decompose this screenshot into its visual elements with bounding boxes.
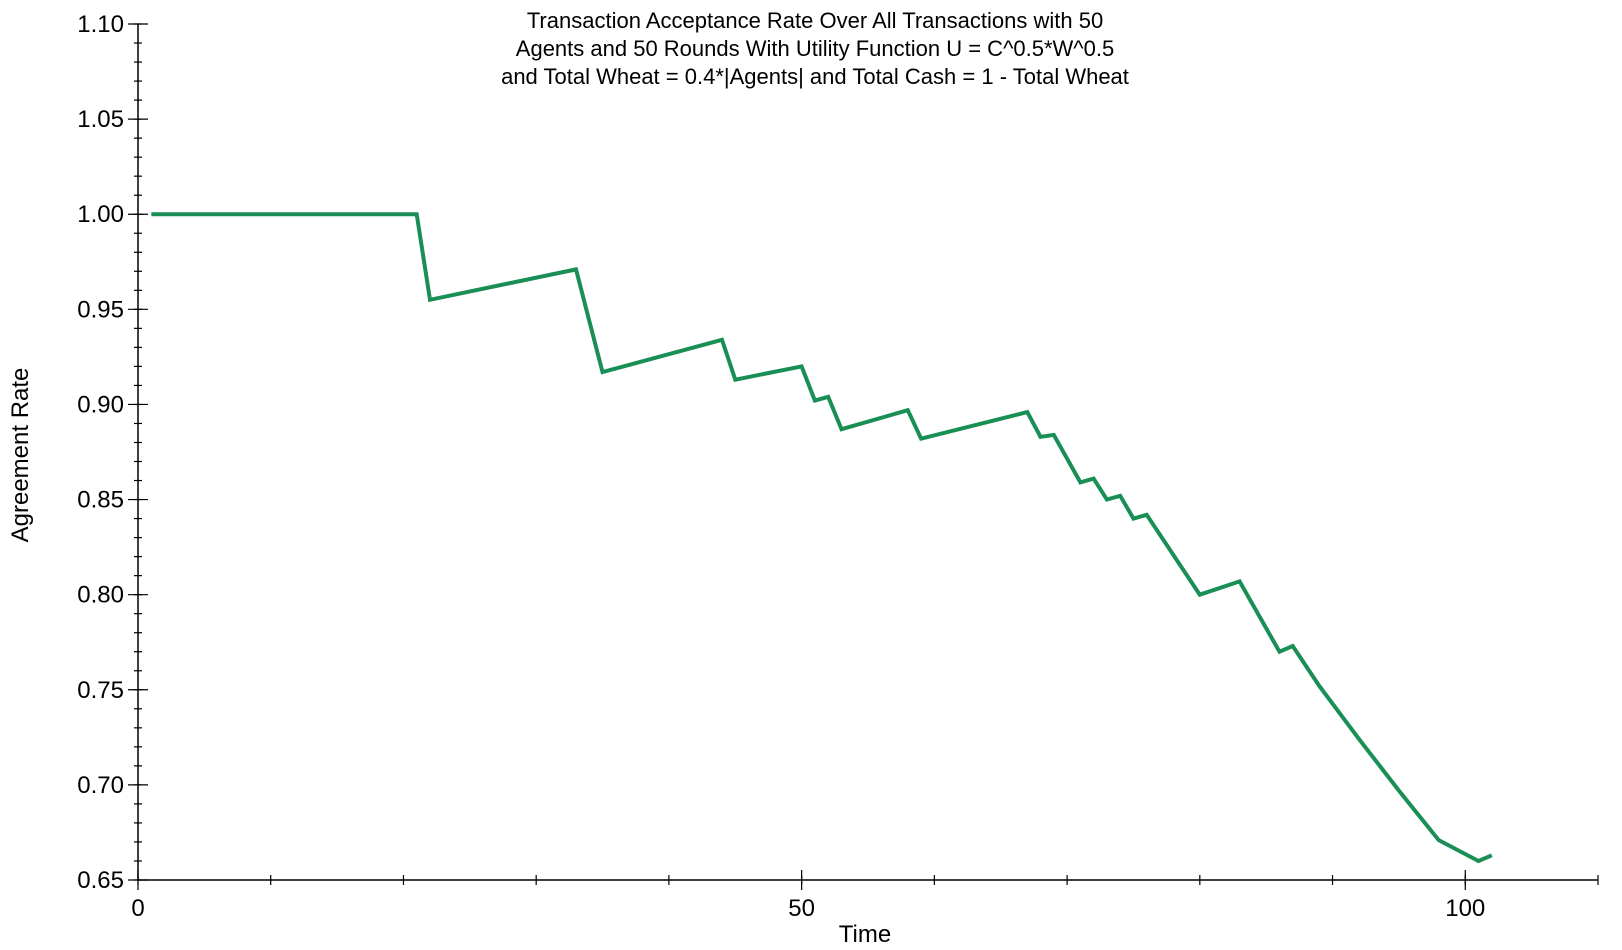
- y-tick-label: 1.10: [77, 11, 124, 38]
- x-axis-label: Time: [839, 921, 891, 948]
- y-tick-label: 0.75: [77, 677, 124, 704]
- chart-title-line-1: Transaction Acceptance Rate Over All Tra…: [527, 8, 1103, 33]
- y-tick-label: 0.85: [77, 487, 124, 514]
- y-tick-label: 0.95: [77, 296, 124, 323]
- chart-title-line-2: Agents and 50 Rounds With Utility Functi…: [516, 36, 1114, 61]
- x-tick-label: 100: [1445, 895, 1485, 922]
- y-axis-label: Agreement Rate: [7, 368, 34, 543]
- series-line: [151, 212, 1493, 864]
- chart-title-line-3: and Total Wheat = 0.4*|Agents| and Total…: [501, 64, 1129, 89]
- y-tick-label: 0.65: [77, 867, 124, 894]
- y-tick-label: 0.90: [77, 391, 124, 418]
- y-tick-label: 1.05: [77, 106, 124, 133]
- y-tick-label: 1.00: [77, 201, 124, 228]
- chart-title: Transaction Acceptance Rate Over All Tra…: [501, 8, 1129, 89]
- y-tick-label: 0.70: [77, 772, 124, 799]
- y-tick-label: 0.80: [77, 582, 124, 609]
- x-tick-label: 0: [131, 895, 144, 922]
- x-tick-label: 50: [788, 895, 815, 922]
- axes: 0.65 0.70 0.75 0.80 0.85 0.90 0.95 1.00 1.05 1.10…: [77, 11, 1599, 922]
- series-layer: [151, 212, 1493, 864]
